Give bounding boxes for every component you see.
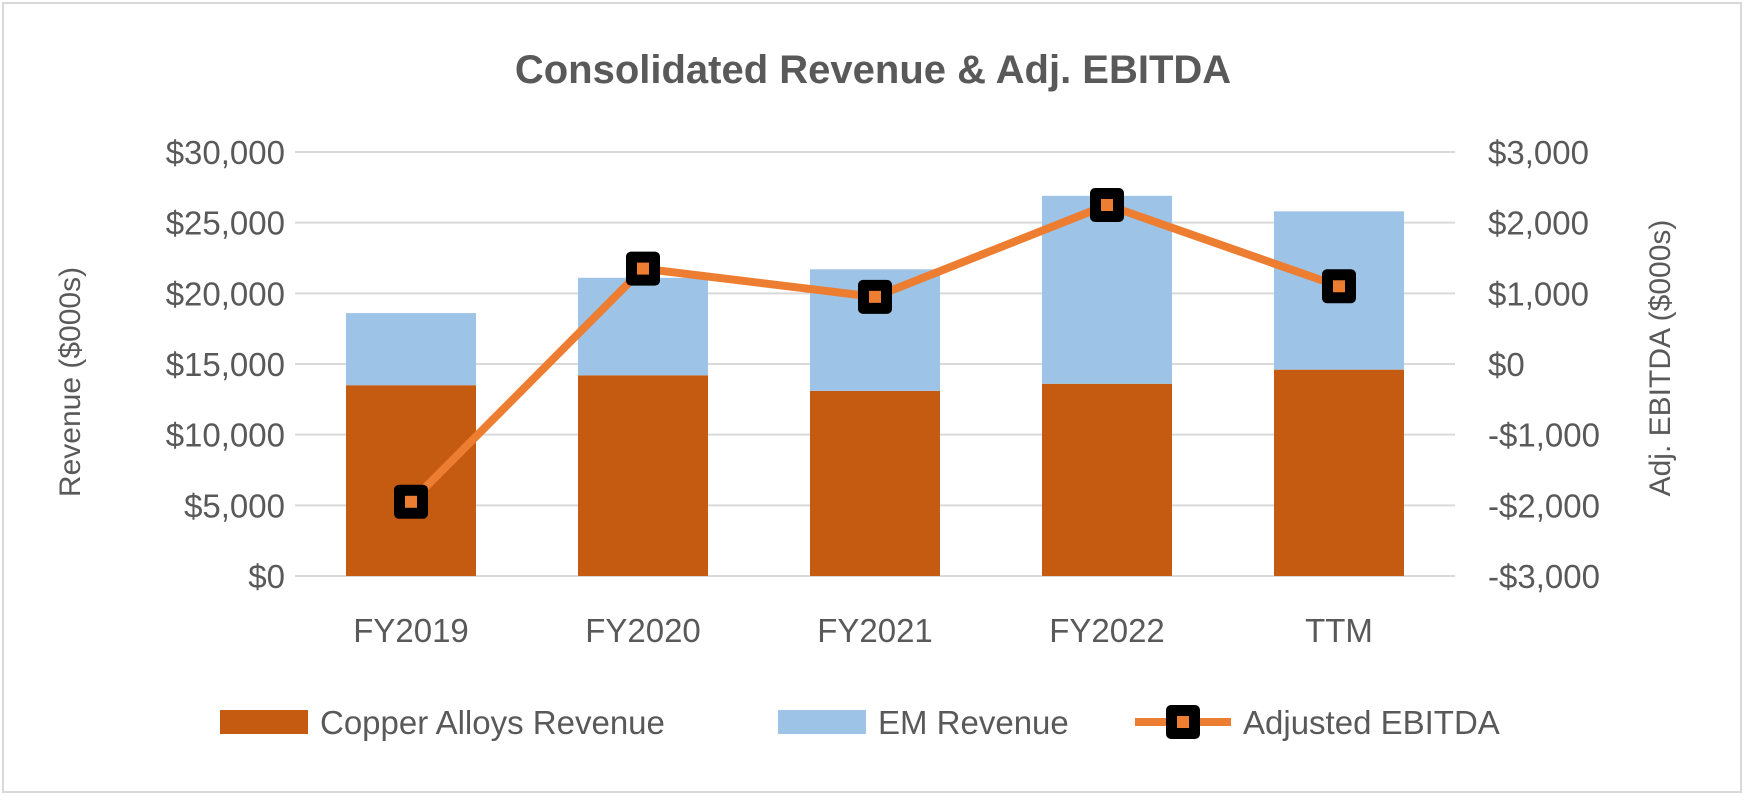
legend: Copper Alloys Revenue EM Revenue Adjusted …: [220, 704, 1500, 741]
category-tick-label: FY2020: [585, 612, 701, 649]
bar-copper-alloys-revenue: [578, 375, 708, 576]
category-tick-label: FY2021: [817, 612, 933, 649]
right-tick-label: -$2,000: [1488, 487, 1600, 524]
bar-copper-alloys-revenue: [810, 390, 940, 576]
category-tick-label: TTM: [1305, 612, 1373, 649]
legend-label-adjusted-ebitda: Adjusted EBITDA: [1243, 704, 1500, 741]
left-tick-label: $25,000: [166, 205, 285, 242]
bar-series: [346, 195, 1404, 576]
right-axis-ticks: -$3,000 -$2,000 -$1,000 $0 $1,000 $2,000 $3,00…: [1488, 134, 1600, 595]
legend-label-copper-alloys-revenue: Copper Alloys Revenue: [320, 704, 665, 741]
ebitda-line-series: [394, 188, 1356, 519]
right-tick-label: $3,000: [1488, 134, 1589, 171]
bar-copper-alloys-revenue: [1274, 369, 1404, 576]
bar-copper-alloys-revenue: [346, 385, 476, 576]
left-tick-label: $30,000: [166, 134, 285, 171]
right-tick-label: -$3,000: [1488, 558, 1600, 595]
right-axis-label: Adj. EBITDA ($000s): [1644, 220, 1677, 497]
bar-em-revenue: [1042, 195, 1172, 384]
legend-swatch-copper-alloys-revenue: [220, 710, 308, 734]
left-tick-label: $5,000: [184, 487, 285, 524]
right-tick-label: $1,000: [1488, 275, 1589, 312]
legend-swatch-marker-center-adjusted-ebitda: [1177, 716, 1189, 728]
right-tick-label: $0: [1488, 346, 1525, 383]
ebitda-marker-center: [637, 262, 649, 275]
left-tick-label: $10,000: [166, 417, 285, 454]
category-tick-label: FY2022: [1049, 612, 1165, 649]
category-tick-label: FY2019: [353, 612, 469, 649]
chart-title: Consolidated Revenue & Adj. EBITDA: [515, 48, 1231, 92]
ebitda-marker-center: [1333, 280, 1345, 293]
bar-em-revenue: [346, 313, 476, 386]
ebitda-marker-center: [405, 495, 417, 508]
legend-label-em-revenue: EM Revenue: [878, 704, 1069, 741]
right-tick-label: $2,000: [1488, 205, 1589, 242]
ebitda-marker-center: [1101, 199, 1113, 211]
right-tick-label: -$1,000: [1488, 417, 1600, 454]
left-axis-ticks: $0 $5,000 $10,000 $15,000 $20,000 $25,000 $30,…: [166, 134, 285, 595]
left-tick-label: $15,000: [166, 346, 285, 383]
left-tick-label: $0: [248, 558, 285, 595]
bar-copper-alloys-revenue: [1042, 383, 1172, 576]
ebitda-marker-center: [869, 290, 881, 303]
legend-swatch-em-revenue: [778, 710, 866, 734]
left-axis-label: Revenue ($000s): [54, 267, 87, 497]
category-axis-ticks: FY2019 FY2020 FY2021 FY2022 TTM: [353, 612, 1373, 649]
bar-em-revenue: [578, 277, 708, 376]
left-tick-label: $20,000: [166, 275, 285, 312]
